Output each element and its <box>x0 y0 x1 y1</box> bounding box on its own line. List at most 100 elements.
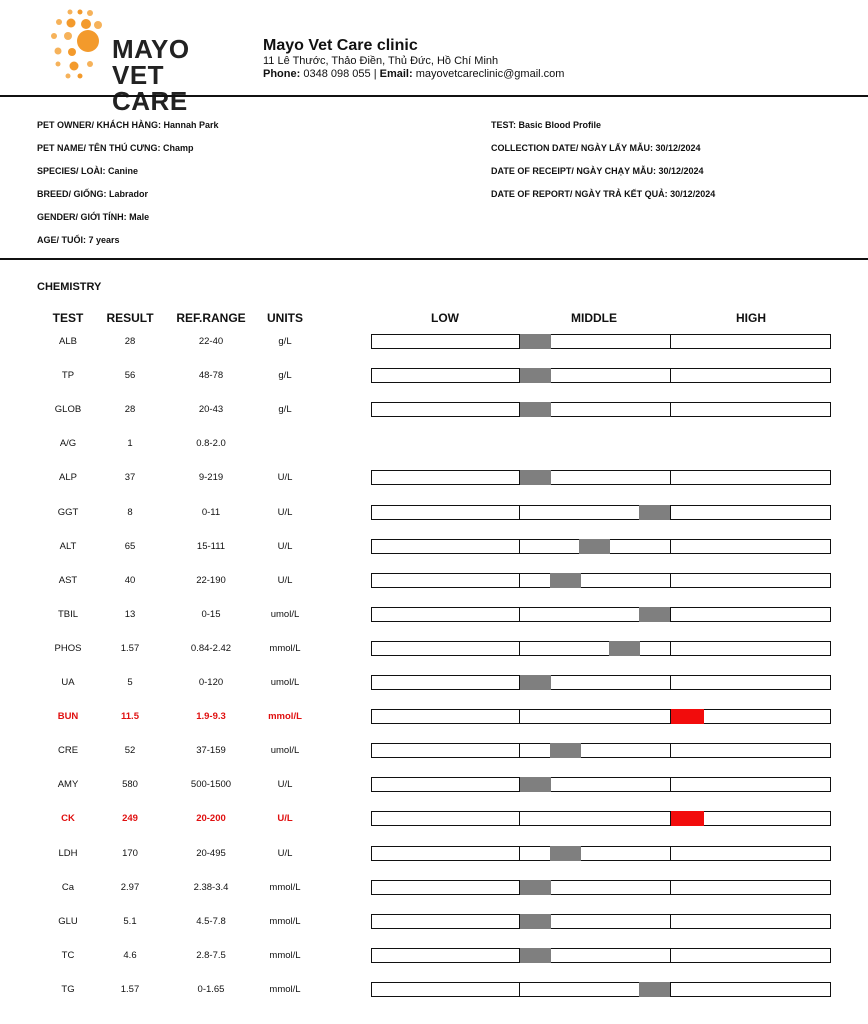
range-indicator-bar <box>371 640 831 656</box>
result-cell: 65 <box>124 540 136 552</box>
units-cell: U/L <box>277 574 293 586</box>
units-cell: g/L <box>278 370 292 382</box>
result-level-marker <box>520 913 551 929</box>
middle-high-divider <box>670 846 671 860</box>
result-level-marker <box>520 777 551 793</box>
ref-range-cell: 22-190 <box>196 574 226 586</box>
test-name-cell: AST <box>58 574 78 586</box>
test-name-cell: Ca <box>61 881 75 893</box>
report-header: MAYO VET CARE Mayo Vet Care clinic 11 Lê… <box>0 0 868 114</box>
units-cell: U/L <box>277 847 293 859</box>
low-middle-divider <box>519 471 520 485</box>
result-cell: 1.57 <box>120 983 140 995</box>
range-indicator-bar <box>371 572 831 588</box>
result-level-marker <box>579 538 610 554</box>
middle-high-divider <box>670 982 671 996</box>
middle-high-divider <box>670 812 671 826</box>
logo-wordmark: MAYO VET CARE <box>112 36 246 114</box>
low-middle-divider <box>519 369 520 383</box>
logo-line-1: MAYO <box>112 34 190 64</box>
result-level-marker <box>520 334 551 349</box>
range-indicator-bar <box>371 845 831 861</box>
test-name-cell: AMY <box>57 779 79 791</box>
result-cell: 2.97 <box>120 881 140 893</box>
units-cell: U/L <box>277 540 293 552</box>
result-level-marker <box>520 402 551 418</box>
receipt-date: DATE OF RECEIPT/ NGÀY CHẠY MẪU: 30/12/20… <box>491 166 704 176</box>
middle-high-divider <box>670 369 671 383</box>
ref-range-cell: 48-78 <box>198 370 224 382</box>
result-level-marker <box>520 470 551 486</box>
ref-range-cell: 22-40 <box>198 336 224 347</box>
range-indicator-bar <box>371 606 831 622</box>
low-middle-divider <box>519 778 520 792</box>
ref-range-cell: 0-15 <box>201 608 221 620</box>
logo-line-2: VET CARE <box>112 60 188 116</box>
units-cell: U/L <box>277 506 293 518</box>
logo-dots-icon <box>51 9 102 79</box>
test-name-cell: TBIL <box>57 608 79 620</box>
range-indicator-bar <box>371 913 831 929</box>
result-level-marker <box>520 368 551 384</box>
range-indicator-bar <box>371 777 831 793</box>
test-name-cell: GGT <box>57 506 79 518</box>
test-name-cell: CRE <box>57 745 79 757</box>
result-level-marker <box>639 504 670 520</box>
units-cell: mmol/L <box>269 949 301 961</box>
clinic-logo: MAYO VET CARE <box>46 6 246 114</box>
header-divider <box>0 95 868 97</box>
result-cell: 4.6 <box>123 949 137 961</box>
col-result: RESULT <box>106 311 154 325</box>
ref-range-cell: 0.8-2.0 <box>196 438 226 450</box>
low-middle-divider <box>519 403 520 417</box>
range-indicator-bar <box>371 675 831 690</box>
report-date: DATE OF REPORT/ NGÀY TRẢ KẾT QUẢ: 30/12/… <box>491 189 716 199</box>
middle-high-divider <box>670 335 671 348</box>
test-name-cell: A/G <box>59 438 77 450</box>
test-name-cell: BUN <box>57 711 79 723</box>
range-indicator-bar <box>371 709 831 725</box>
clinic-contact: Phone: 0348 098 055 | Email: mayovetcare… <box>263 68 565 80</box>
middle-high-divider <box>670 880 671 894</box>
test-name-cell: UA <box>61 677 75 688</box>
units-cell: umol/L <box>270 745 300 757</box>
result-cell: 13 <box>124 608 136 620</box>
middle-high-divider <box>670 744 671 758</box>
middle-high-divider <box>670 710 671 724</box>
result-cell: 28 <box>124 404 136 416</box>
units-cell: U/L <box>277 779 293 791</box>
test-name-cell: LDH <box>58 847 78 859</box>
middle-high-divider <box>670 471 671 485</box>
clinic-address: 11 Lê Thước, Thảo Điền, Thủ Đức, Hồ Chí … <box>263 55 499 67</box>
low-middle-divider <box>519 846 520 860</box>
range-indicator-bar <box>371 402 831 418</box>
result-cell: 56 <box>124 370 136 382</box>
low-middle-divider <box>519 982 520 996</box>
low-middle-divider <box>519 641 520 655</box>
ref-range-cell: 20-200 <box>196 813 226 825</box>
test-name-cell: CK <box>61 813 75 825</box>
range-indicator-bar <box>371 981 831 997</box>
col-units: UNITS <box>267 311 303 325</box>
low-middle-divider <box>519 812 520 826</box>
phone-number: 0348 098 055 <box>303 68 371 80</box>
units-cell: umol/L <box>270 677 300 688</box>
test-name-cell: GLOB <box>54 404 82 416</box>
low-middle-divider <box>519 607 520 621</box>
range-indicator-bar <box>371 368 831 384</box>
units-cell: mmol/L <box>269 915 301 927</box>
result-level-marker <box>550 845 581 861</box>
result-level-marker <box>550 572 581 588</box>
ref-range-cell: 2.8-7.5 <box>196 949 226 961</box>
range-indicator-bar <box>371 743 831 759</box>
test-name-cell: TC <box>61 949 75 961</box>
units-cell: mmol/L <box>269 642 301 654</box>
result-cell: 40 <box>124 574 136 586</box>
units-cell: mmol/L <box>269 983 301 995</box>
middle-high-divider <box>670 403 671 417</box>
middle-high-divider <box>670 778 671 792</box>
test-name-cell: ALT <box>59 540 77 552</box>
middle-high-divider <box>670 573 671 587</box>
result-cell: 249 <box>122 813 138 825</box>
ref-range-cell: 2.38-3.4 <box>193 881 229 893</box>
